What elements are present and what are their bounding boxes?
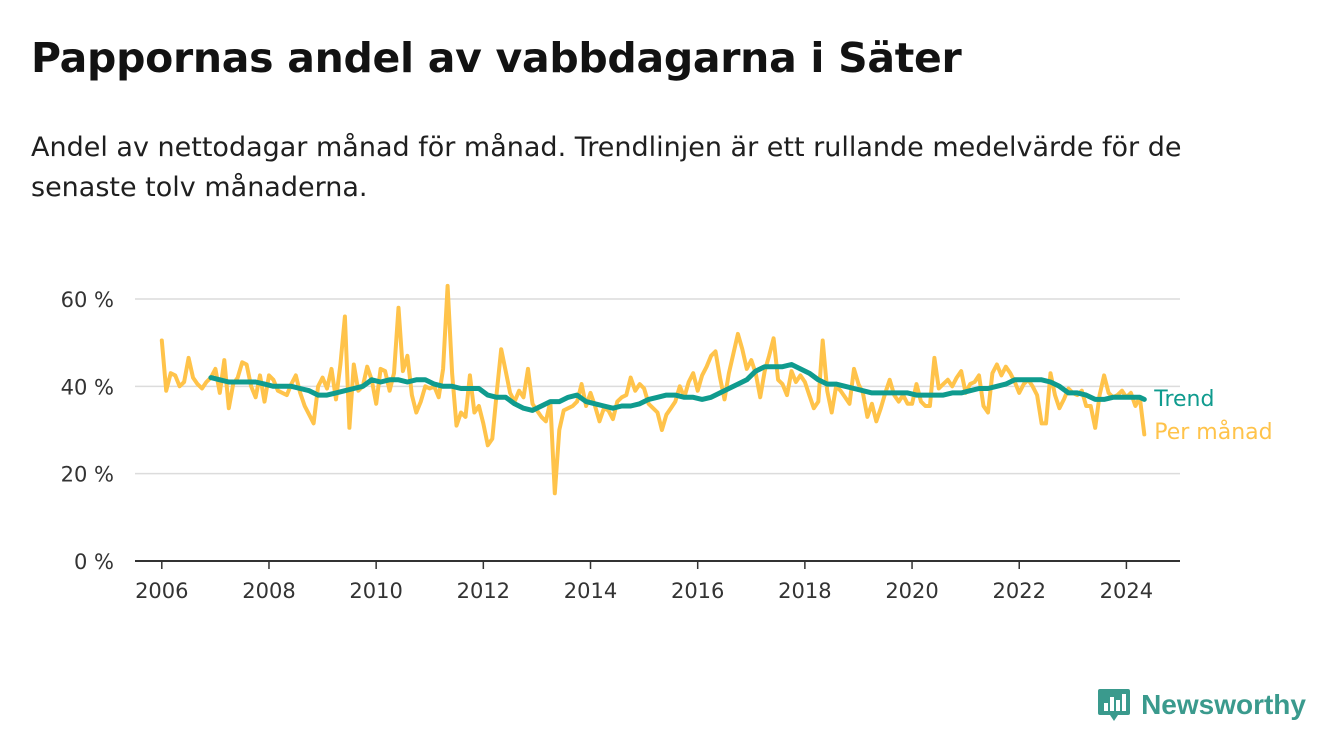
x-tick-label: 2024 (1100, 579, 1153, 603)
series-label-trend: Trend (1153, 387, 1214, 412)
series-line-trend (208, 362, 1147, 413)
x-tick-label: 2016 (671, 579, 724, 603)
brand-logo: Newsworthy (1097, 687, 1306, 723)
x-tick-label: 2018 (778, 579, 831, 603)
y-tick-label: 40 % (61, 375, 114, 399)
chart-title: Pappornas andel av vabbdagarna i Säter (31, 34, 962, 82)
x-tick-label: 2010 (349, 579, 402, 603)
line-chart: 0 % 20 % 40 % 60 % 2006 2008 2010 2012 2014 2016… (61, 283, 1273, 603)
x-tick-label: 2012 (457, 579, 510, 603)
brand-name: Newsworthy (1141, 689, 1306, 720)
y-axis: 0 % 20 % 40 % 60 % (61, 288, 114, 574)
series-layer (159, 283, 1147, 496)
x-axis: 2006 2008 2010 2012 2014 2016 2018 2020 2022 2024 (135, 560, 1180, 603)
x-tick-label: 2006 (135, 579, 188, 603)
series-labels: Per månad Trend (1153, 387, 1272, 445)
y-tick-label: 0 % (74, 550, 114, 574)
y-tick-label: 60 % (61, 288, 114, 312)
chart-subtitle: Andel av nettodagar månad för månad. Tre… (31, 132, 1182, 203)
series-line-per-month (159, 283, 1147, 496)
x-tick-label: 2008 (242, 579, 295, 603)
x-tick-label: 2014 (564, 579, 617, 603)
bar-chart-logo-icon (1098, 689, 1131, 721)
series-label-per-month: Per månad (1154, 419, 1272, 445)
x-tick-label: 2022 (993, 579, 1046, 603)
x-tick-label: 2020 (885, 579, 938, 603)
y-tick-label: 20 % (61, 463, 114, 487)
